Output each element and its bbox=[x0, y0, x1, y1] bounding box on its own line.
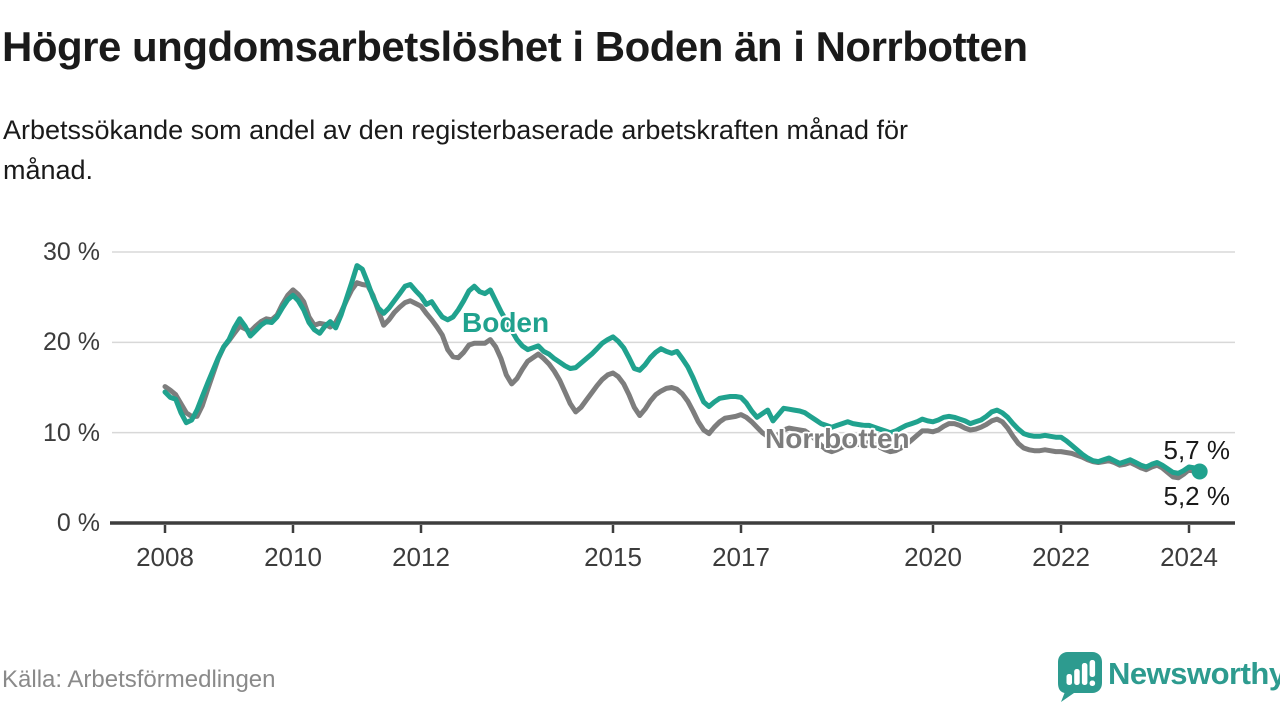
y-axis-label: 0 % bbox=[56, 509, 100, 537]
x-axis-label: 2024 bbox=[1160, 542, 1218, 572]
end-value-boden: 5,7 % bbox=[1163, 435, 1231, 465]
x-axis-label: 2012 bbox=[392, 542, 450, 572]
y-axis-label: 20 % bbox=[43, 328, 100, 357]
page-subtitle: Arbetssökande som andel av den registerb… bbox=[3, 115, 909, 185]
series-label-boden: Boden bbox=[462, 307, 550, 338]
newsworthy-wordmark: Newsworthy bbox=[1108, 656, 1280, 691]
x-axis-label: 2020 bbox=[904, 542, 962, 572]
source-note: Källa: Arbetsförmedlingen bbox=[2, 666, 276, 693]
y-axis-label: 10 % bbox=[43, 418, 100, 447]
newsworthy-logo-icon bbox=[1058, 652, 1102, 702]
series-line-boden bbox=[162, 263, 1203, 476]
x-axis-label: 2008 bbox=[136, 542, 194, 572]
x-axis-label: 2015 bbox=[584, 542, 642, 572]
series-line-norrbotten bbox=[162, 280, 1203, 481]
end-value-norrbotten: 5,2 % bbox=[1163, 481, 1231, 511]
x-axis-label: 2017 bbox=[712, 542, 770, 572]
y-axis-label: 30 % bbox=[43, 238, 100, 266]
series-label-norrbotten: Norrbotten bbox=[765, 423, 910, 454]
x-axis-label: 2022 bbox=[1032, 542, 1090, 572]
x-axis-label: 2010 bbox=[264, 542, 322, 572]
page-title: Högre ungdomsarbetslöshet i Boden än i N… bbox=[2, 23, 1028, 70]
